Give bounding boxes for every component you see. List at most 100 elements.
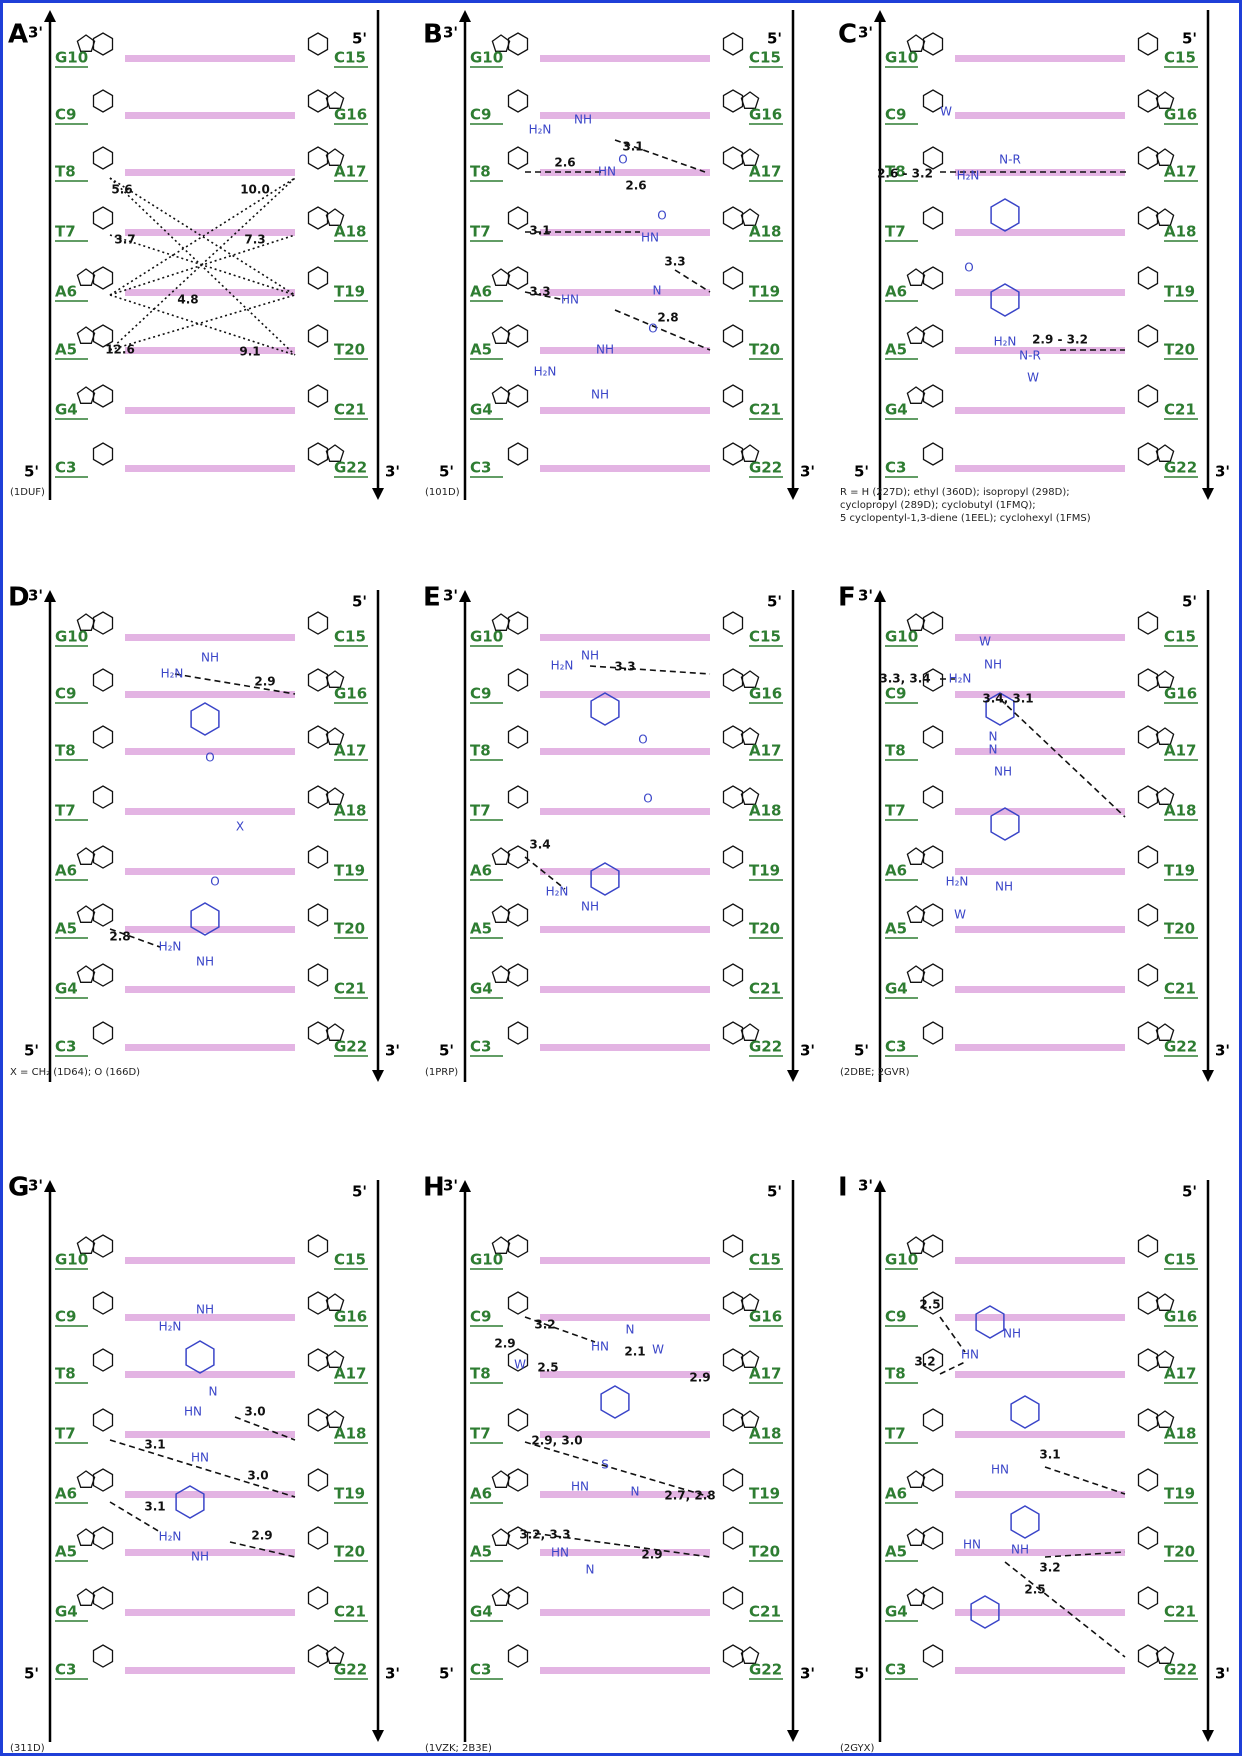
left-base: A6 xyxy=(470,1485,492,1503)
ligand-ring xyxy=(976,1306,1004,1338)
base-ring xyxy=(724,904,743,926)
right-base: A17 xyxy=(749,163,781,181)
ligand-ring xyxy=(191,703,219,735)
strand-end: 5' xyxy=(854,1665,869,1683)
base-ring xyxy=(492,1471,509,1487)
left-base: A6 xyxy=(885,283,907,301)
strand-arrow xyxy=(459,590,471,602)
left-base: A5 xyxy=(885,920,907,938)
left-base: C3 xyxy=(55,1038,76,1056)
right-base: C21 xyxy=(1164,980,1196,998)
base-ring xyxy=(724,1587,743,1609)
base-pair-bar xyxy=(540,1044,710,1051)
distance-label: 2.1 xyxy=(624,1345,645,1359)
strand-end: 5' xyxy=(767,593,782,611)
base-pair-bar xyxy=(125,1491,295,1498)
strand-arrow xyxy=(787,488,799,500)
strand-end: 5' xyxy=(1182,30,1197,48)
base-pair-bar xyxy=(955,1431,1125,1438)
left-base: C3 xyxy=(470,1661,491,1679)
ligand-atom: HN xyxy=(561,293,579,307)
base-pair-bar xyxy=(540,407,710,414)
base-pair-bar xyxy=(540,55,710,62)
base-pair-bar xyxy=(955,1314,1125,1321)
base-ring xyxy=(924,1022,943,1044)
distance-label: 2.7, 2.8 xyxy=(664,1489,715,1503)
strand-arrow xyxy=(44,590,56,602)
base-ring xyxy=(724,1349,743,1371)
base-pair-bar xyxy=(125,289,295,296)
base-ring xyxy=(724,669,743,691)
strand-end: 3' xyxy=(385,463,400,481)
base-ring xyxy=(1139,147,1158,169)
strand-end: 5' xyxy=(439,463,454,481)
base-ring xyxy=(509,1292,528,1314)
base-ring xyxy=(309,267,328,289)
ligand-ring xyxy=(176,1486,204,1518)
base-ring xyxy=(94,1349,113,1371)
ligand-atom: O xyxy=(618,153,627,167)
left-base: A5 xyxy=(470,920,492,938)
left-base: T8 xyxy=(885,1365,906,1383)
left-base: C9 xyxy=(885,106,906,124)
right-base: G16 xyxy=(1164,106,1197,124)
base-ring xyxy=(924,443,943,465)
caption: (1PRP) xyxy=(425,1067,458,1078)
left-base: A5 xyxy=(470,341,492,359)
left-base: G10 xyxy=(55,49,88,67)
base-ring xyxy=(94,443,113,465)
base-pair-bar xyxy=(125,691,295,698)
base-ring xyxy=(509,786,528,808)
left-base: A5 xyxy=(55,1543,77,1561)
base-ring xyxy=(309,1645,328,1667)
distance-label: 2.5 xyxy=(919,1298,940,1312)
caption: (1VZK; 2B3E) xyxy=(425,1743,492,1754)
contact-line xyxy=(590,666,710,674)
left-base: G10 xyxy=(885,49,918,67)
ligand-atom: H₂N xyxy=(551,659,574,673)
right-base: T20 xyxy=(334,341,365,359)
base-ring xyxy=(1139,1235,1158,1257)
right-base: T20 xyxy=(1164,341,1195,359)
base-ring xyxy=(924,1645,943,1667)
distance-label: 2.9 - 3.2 xyxy=(1032,333,1088,347)
left-base: A6 xyxy=(55,283,77,301)
caption: (2GYX) xyxy=(840,1743,874,1754)
left-base: C3 xyxy=(885,1661,906,1679)
caption: (2DBE; 2GVR) xyxy=(840,1067,910,1078)
right-base: T20 xyxy=(749,1543,780,1561)
base-ring xyxy=(492,906,509,922)
base-ring xyxy=(509,33,528,55)
base-ring xyxy=(924,267,943,289)
ligand-ring xyxy=(991,284,1019,316)
base-pair-bar xyxy=(955,1491,1125,1498)
ligand-atom: N-R xyxy=(999,153,1021,167)
base-ring xyxy=(1139,325,1158,347)
right-base: C15 xyxy=(749,49,781,67)
base-ring xyxy=(724,207,743,229)
right-base: C15 xyxy=(1164,628,1196,646)
base-ring xyxy=(907,327,924,343)
left-base: A6 xyxy=(470,283,492,301)
base-ring xyxy=(94,147,113,169)
distance-label: 10.0 xyxy=(240,183,270,197)
distance-label: 12.6 xyxy=(105,343,135,357)
ligand-atom: H₂N xyxy=(949,672,972,686)
base-ring xyxy=(1139,1645,1158,1667)
base-pair-bar xyxy=(955,465,1125,472)
base-ring xyxy=(907,269,924,285)
base-ring xyxy=(509,964,528,986)
left-base: G4 xyxy=(470,1603,493,1621)
distance-label: 3.3, 3.4 xyxy=(879,672,930,686)
strand-arrow xyxy=(459,1180,471,1192)
ligand-atom: N xyxy=(631,1485,640,1499)
base-ring xyxy=(509,147,528,169)
right-base: T20 xyxy=(1164,1543,1195,1561)
strand-arrow xyxy=(459,10,471,22)
ligand-atom: N xyxy=(209,1385,218,1399)
distance-label: 3.0 xyxy=(244,1405,265,1419)
right-base: C21 xyxy=(749,980,781,998)
strand-end: 3' xyxy=(443,587,458,605)
base-ring xyxy=(1139,846,1158,868)
distance-label: 2.5 xyxy=(537,1361,558,1375)
